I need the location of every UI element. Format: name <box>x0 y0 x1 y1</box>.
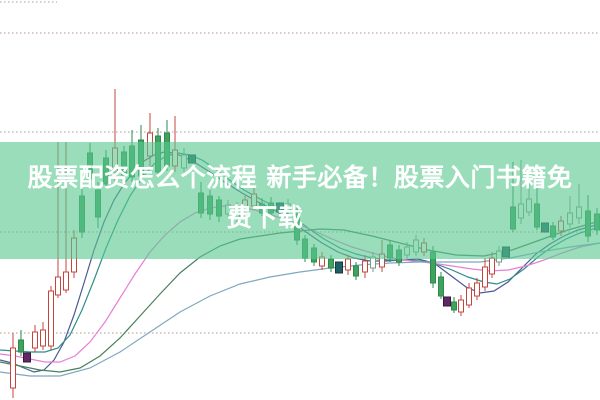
article-title-line-1: 股票配资怎么个流程 新手必备！股票入门书籍免 <box>27 163 573 192</box>
article-title-line-2: 费下载 <box>226 203 304 232</box>
highlight-band <box>0 142 600 259</box>
